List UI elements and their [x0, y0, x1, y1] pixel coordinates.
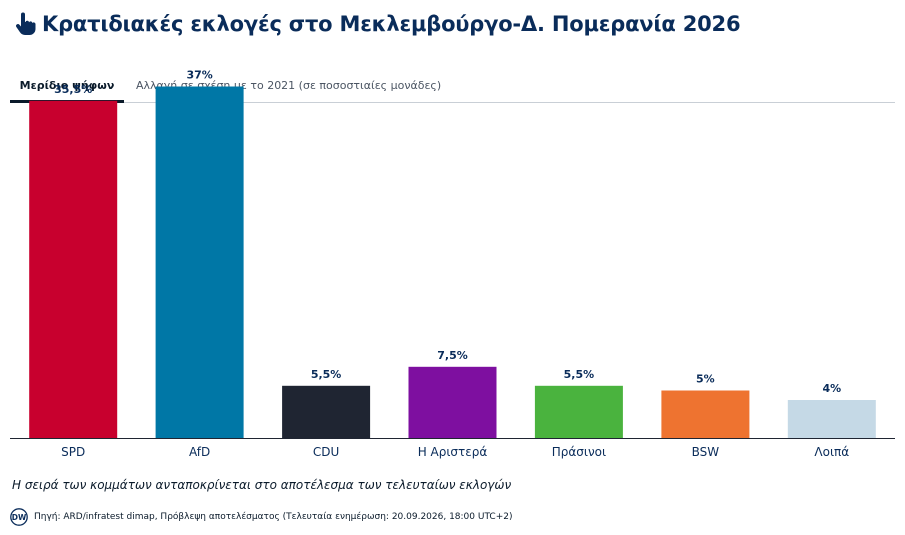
- bar-chart: 35,5% SPD 37% AfD 5,5% CDU 7,5% Η Αριστερά 5,5% Π…: [10, 69, 895, 459]
- dw-logo: DW: [10, 508, 28, 526]
- category-label: CDU: [313, 445, 339, 459]
- bar-value-label: 5%: [696, 373, 715, 386]
- bar-value-label: 35,5%: [54, 83, 92, 96]
- bar-5[interactable]: [661, 390, 750, 439]
- bar-value-label: 4%: [822, 382, 841, 395]
- category-label: BSW: [692, 445, 720, 459]
- bar-value-label: 37%: [186, 69, 212, 82]
- bar-3[interactable]: [408, 366, 497, 439]
- page-title: Κρατιδιακές εκλογές στο Μεκλεμβούργο-Δ. …: [42, 12, 741, 36]
- category-label: Λοιπά: [814, 445, 849, 459]
- chart-note: Η σειρά των κομμάτων ανταποκρίνεται στο …: [12, 478, 512, 492]
- bar-4[interactable]: [534, 385, 623, 439]
- bar-0[interactable]: [29, 100, 118, 439]
- bar-value-label: 5,5%: [311, 368, 342, 381]
- footer: DW Πηγή: ARD/infratest dimap, Πρόβλεψη α…: [10, 508, 513, 526]
- category-label: AfD: [189, 445, 210, 459]
- svg-text:DW: DW: [12, 513, 27, 522]
- category-label: Η Αριστερά: [418, 445, 488, 459]
- category-label: SPD: [61, 445, 85, 459]
- bar-2[interactable]: [282, 385, 371, 439]
- bar-1[interactable]: [155, 86, 244, 439]
- source-text: Πηγή: ARD/infratest dimap, Πρόβλεψη αποτ…: [34, 512, 513, 522]
- category-label: Πράσινοι: [552, 445, 606, 459]
- bar-value-label: 5,5%: [564, 368, 595, 381]
- bar-6[interactable]: [787, 400, 876, 438]
- bar-value-label: 7,5%: [437, 349, 468, 362]
- title-row: Κρατιδιακές εκλογές στο Μεκλεμβούργο-Δ. …: [14, 9, 741, 39]
- hand-pointer-icon: [16, 12, 36, 35]
